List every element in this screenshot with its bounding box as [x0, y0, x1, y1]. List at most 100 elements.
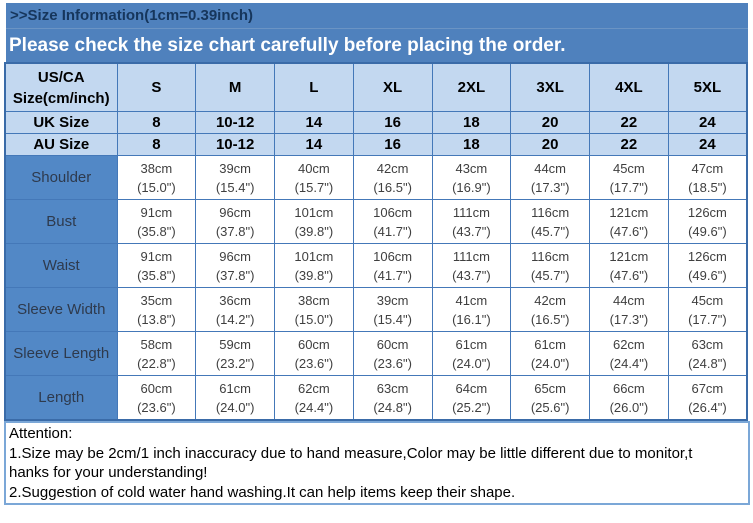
- row-label-sleeve-length: Sleeve Length: [4, 331, 118, 376]
- au-size-row: AU Size 8 10-12 14 16 18 20 22 24: [4, 133, 748, 156]
- size-header-4xl: 4XL: [589, 62, 669, 112]
- size-cell: 62cm (24.4"): [589, 331, 669, 376]
- uk-size-value: 24: [667, 111, 748, 134]
- uk-size-value: 20: [510, 111, 590, 134]
- size-header-2xl: 2XL: [431, 62, 512, 112]
- size-cell: 39cm (15.4"): [352, 287, 433, 332]
- measurement-row-sleeve-length: Sleeve Length 58cm (22.8") 59cm (23.2") …: [4, 331, 748, 376]
- size-cell: 38cm (15.0"): [116, 155, 197, 200]
- au-size-value: 24: [667, 133, 748, 156]
- size-header-5xl: 5XL: [667, 62, 748, 112]
- size-header-3xl: 3XL: [510, 62, 590, 112]
- size-cell: 45cm (17.7"): [667, 287, 748, 332]
- size-cell: 96cm (37.8"): [195, 243, 275, 288]
- uk-size-value: 22: [589, 111, 669, 134]
- au-size-value: 18: [431, 133, 512, 156]
- uk-size-row: UK Size 8 10-12 14 16 18 20 22 24: [4, 111, 748, 134]
- measurement-row-length: Length 60cm (23.6") 61cm (24.0") 62cm (2…: [4, 375, 748, 421]
- size-cell: 116cm (45.7"): [510, 199, 590, 244]
- au-size-value: 8: [116, 133, 197, 156]
- size-information-page: >>Size Information(1cm=0.39inch) Please …: [4, 3, 750, 505]
- uk-size-value: 10-12: [195, 111, 275, 134]
- size-cell: 60cm (23.6"): [116, 375, 197, 421]
- notice-bar: Please check the size chart carefully be…: [6, 29, 748, 62]
- size-cell: 65cm (25.6"): [510, 375, 590, 421]
- size-cell: 42cm (16.5"): [352, 155, 433, 200]
- au-size-label: AU Size: [4, 133, 118, 156]
- row-label-length: Length: [4, 375, 118, 421]
- size-cell: 59cm (23.2"): [195, 331, 275, 376]
- size-cell: 116cm (45.7"): [510, 243, 590, 288]
- au-size-value: 20: [510, 133, 590, 156]
- size-cell: 45cm (17.7"): [589, 155, 669, 200]
- title-bar: >>Size Information(1cm=0.39inch): [6, 3, 748, 29]
- size-cell: 38cm (15.0"): [274, 287, 354, 332]
- size-cell: 64cm (25.2"): [431, 375, 512, 421]
- size-cell: 39cm (15.4"): [195, 155, 275, 200]
- size-cell: 111cm (43.7"): [431, 243, 512, 288]
- au-size-value: 10-12: [195, 133, 275, 156]
- size-cell: 62cm (24.4"): [274, 375, 354, 421]
- au-size-value: 14: [274, 133, 354, 156]
- size-cell: 41cm (16.1"): [431, 287, 512, 332]
- size-cell: 126cm (49.6"): [667, 243, 748, 288]
- size-cell: 44cm (17.3"): [589, 287, 669, 332]
- size-cell: 101cm (39.8"): [274, 243, 354, 288]
- size-cell: 58cm (22.8"): [116, 331, 197, 376]
- size-cell: 61cm (24.0"): [431, 331, 512, 376]
- measurement-row-shoulder: Shoulder 38cm (15.0") 39cm (15.4") 40cm …: [4, 155, 748, 200]
- size-cell: 40cm (15.7"): [274, 155, 354, 200]
- size-cell: 61cm (24.0"): [195, 375, 275, 421]
- uk-size-value: 8: [116, 111, 197, 134]
- size-header-m: M: [195, 62, 275, 112]
- size-table: US/CA Size(cm/inch) S M L XL 2XL 3XL 4XL…: [4, 62, 748, 421]
- size-cell: 60cm (23.6"): [352, 331, 433, 376]
- size-cell: 121cm (47.6"): [589, 243, 669, 288]
- size-cell: 47cm (18.5"): [667, 155, 748, 200]
- size-header-row: US/CA Size(cm/inch) S M L XL 2XL 3XL 4XL…: [4, 62, 748, 112]
- size-cell: 43cm (16.9"): [431, 155, 512, 200]
- size-cell: 91cm (35.8"): [116, 243, 197, 288]
- uk-size-label: UK Size: [4, 111, 118, 134]
- title-text: >>Size Information(1cm=0.39inch): [10, 7, 253, 24]
- size-cell: 91cm (35.8"): [116, 199, 197, 244]
- uk-size-value: 14: [274, 111, 354, 134]
- size-cell: 63cm (24.8"): [667, 331, 748, 376]
- au-size-value: 16: [352, 133, 433, 156]
- attention-line-2: 2.Suggestion of cold water hand washing.…: [9, 483, 516, 501]
- uk-size-value: 18: [431, 111, 512, 134]
- attention-line-1-wrap: hanks for your understanding!: [9, 464, 208, 481]
- size-cell: 36cm (14.2"): [195, 287, 275, 332]
- row-label-shoulder: Shoulder: [4, 155, 118, 200]
- measurement-row-waist: Waist 91cm (35.8") 96cm (37.8") 101cm (3…: [4, 243, 748, 288]
- corner-header: US/CA Size(cm/inch): [4, 62, 118, 112]
- size-header-xl: XL: [352, 62, 433, 112]
- au-size-value: 22: [589, 133, 669, 156]
- size-cell: 106cm (41.7"): [352, 199, 433, 244]
- size-header-l: L: [274, 62, 354, 112]
- size-cell: 44cm (17.3"): [510, 155, 590, 200]
- size-cell: 111cm (43.7"): [431, 199, 512, 244]
- size-cell: 61cm (24.0"): [510, 331, 590, 376]
- size-cell: 35cm (13.8"): [116, 287, 197, 332]
- size-cell: 63cm (24.8"): [352, 375, 433, 421]
- attention-heading: Attention:: [9, 425, 73, 442]
- size-cell: 126cm (49.6"): [667, 199, 748, 244]
- row-label-bust: Bust: [4, 199, 118, 244]
- size-header-s: S: [116, 62, 197, 112]
- measurement-row-bust: Bust 91cm (35.8") 96cm (37.8") 101cm (39…: [4, 199, 748, 244]
- row-label-waist: Waist: [4, 243, 118, 288]
- attention-box: Attention: 1.Size may be 2cm/1 inch inac…: [4, 421, 750, 505]
- size-cell: 96cm (37.8"): [195, 199, 275, 244]
- size-cell: 106cm (41.7"): [352, 243, 433, 288]
- size-cell: 60cm (23.6"): [274, 331, 354, 376]
- size-cell: 66cm (26.0"): [589, 375, 669, 421]
- row-label-sleeve-width: Sleeve Width: [4, 287, 118, 332]
- size-cell: 121cm (47.6"): [589, 199, 669, 244]
- size-cell: 101cm (39.8"): [274, 199, 354, 244]
- size-cell: 67cm (26.4"): [667, 375, 748, 421]
- notice-text: Please check the size chart carefully be…: [9, 35, 566, 56]
- size-cell: 42cm (16.5"): [510, 287, 590, 332]
- attention-line-1: 1.Size may be 2cm/1 inch inaccuracy due …: [9, 444, 693, 462]
- measurement-row-sleeve-width: Sleeve Width 35cm (13.8") 36cm (14.2") 3…: [4, 287, 748, 332]
